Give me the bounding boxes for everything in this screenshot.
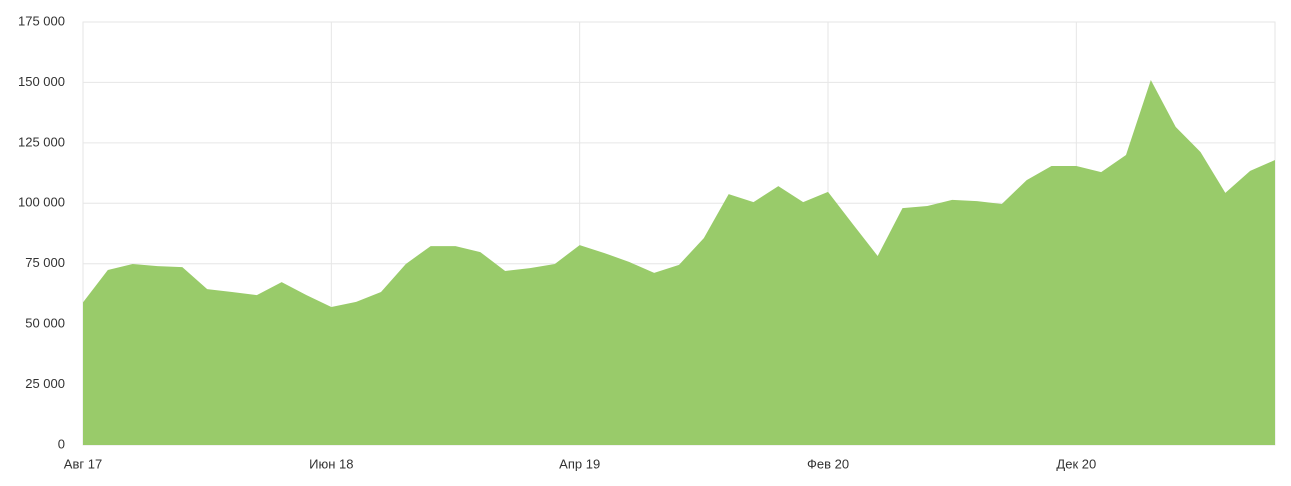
y-tick-label: 175 000 [18, 13, 65, 28]
x-tick-label: Авг 17 [64, 456, 102, 471]
x-tick-label: Апр 19 [559, 456, 600, 471]
y-tick-label: 150 000 [18, 74, 65, 89]
y-tick-label: 0 [58, 436, 65, 451]
area [83, 80, 1275, 446]
x-tick-label: Дек 20 [1056, 456, 1096, 471]
x-tick-label: Июн 18 [309, 456, 353, 471]
y-tick-label: 75 000 [25, 255, 65, 270]
y-tick-label: 125 000 [18, 134, 65, 149]
y-tick-label: 50 000 [25, 316, 65, 331]
y-tick-label: 25 000 [25, 376, 65, 391]
x-tick-label: Фев 20 [807, 456, 849, 471]
y-tick-label: 100 000 [18, 195, 65, 210]
